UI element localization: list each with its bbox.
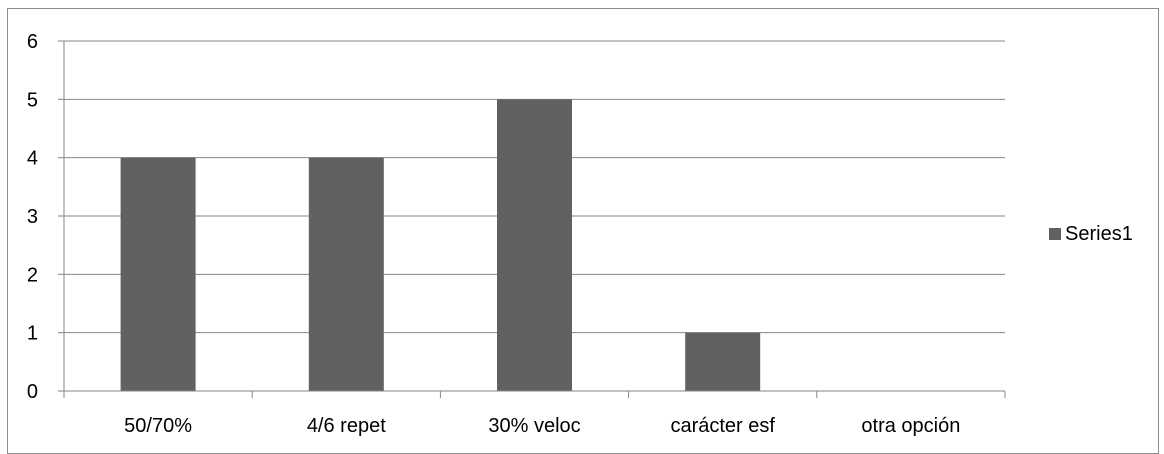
- x-tick-labels: 50/70% 4/6 repet 30% veloc carácter esf otra…: [124, 415, 960, 437]
- chart-frame: [7, 8, 1159, 454]
- legend-swatch-series1: [1049, 228, 1061, 240]
- y-tick-label: 4: [27, 148, 38, 170]
- bar-2: [497, 99, 572, 391]
- legend: Series1: [1049, 223, 1133, 245]
- x-tick-label: otra opción: [861, 415, 960, 437]
- bar-1: [308, 157, 384, 391]
- bars: [120, 99, 761, 391]
- x-tick-label: 50/70%: [124, 415, 192, 437]
- y-tick-label: 1: [27, 323, 38, 345]
- bar-0: [120, 157, 196, 391]
- x-tick-label: 4/6 repet: [307, 415, 386, 437]
- legend-label-series1: Series1: [1065, 223, 1133, 245]
- x-tick-label: carácter esf: [670, 415, 775, 437]
- y-tick-label: 0: [27, 381, 38, 403]
- y-tick-labels: 0 1 2 3 4 5 6: [27, 31, 38, 403]
- x-tick-label: 30% veloc: [488, 415, 580, 437]
- y-tick-label: 5: [27, 89, 38, 111]
- y-tick-label: 3: [27, 206, 38, 228]
- bar-3: [685, 332, 761, 391]
- axes: [58, 40, 1006, 398]
- y-tick-label: 6: [27, 31, 38, 53]
- y-tick-label: 2: [27, 264, 38, 286]
